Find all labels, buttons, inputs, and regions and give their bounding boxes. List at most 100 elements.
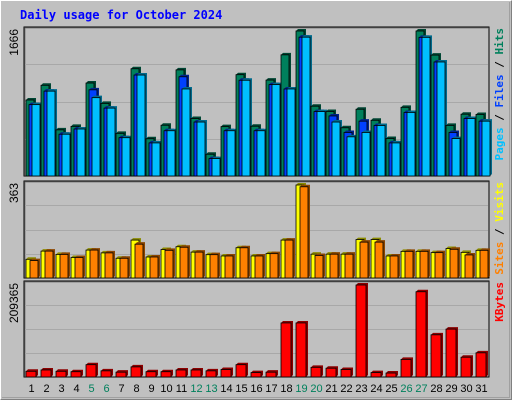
bar-kbytes-day-28-face: [430, 334, 442, 378]
panel-hits-side-label: Pages / Files / Hits: [493, 28, 506, 161]
x-tick-label-day-9: 9: [148, 383, 154, 395]
bar-pages-day-14: [226, 128, 237, 177]
bar-pages-day-7-face: [121, 137, 131, 177]
bar-pages-day-1-face: [31, 104, 41, 177]
panel-hits-bars: [25, 29, 492, 177]
x-tick-label-day-24: 24: [370, 383, 382, 395]
bar-kbytes-day-9: [145, 369, 158, 378]
bar-sites-day-26-face: [404, 250, 414, 279]
bar-pages-day-5: [91, 95, 102, 177]
panel-kbytes-side-label-0: KBytes: [493, 282, 506, 322]
x-tick-label-day-10: 10: [160, 383, 172, 395]
bar-sites-day-8: [134, 242, 145, 279]
bar-pages-day-15: [241, 78, 252, 177]
bar-kbytes-day-31-face: [475, 352, 487, 378]
bar-pages-day-22-face: [346, 136, 356, 177]
bar-kbytes-day-31: [475, 350, 488, 378]
bar-sites-day-18-face: [284, 239, 294, 279]
panel-visits-side-label-2: Visits: [493, 182, 506, 222]
bar-sites-day-27-face: [419, 250, 429, 279]
x-tick-label-day-22: 22: [340, 383, 352, 395]
bar-kbytes-day-8: [130, 364, 143, 378]
chart-title: Daily usage for October 2024: [20, 8, 222, 22]
bar-sites-day-24: [374, 240, 385, 279]
bar-pages-day-31-face: [481, 120, 491, 177]
bar-kbytes-day-31-depth: [476, 350, 488, 377]
bar-kbytes-day-18: [280, 320, 293, 378]
bar-kbytes-day-10: [160, 369, 173, 378]
bar-kbytes-day-5-depth: [86, 362, 98, 377]
bar-sites-day-3-face: [59, 254, 69, 279]
bar-kbytes-day-4-face: [70, 371, 82, 378]
bar-sites-day-29: [449, 247, 460, 279]
bar-sites-day-13: [209, 252, 220, 279]
bar-sites-day-15: [239, 245, 250, 279]
x-tick-label-day-2: 2: [43, 383, 49, 395]
bar-pages-day-9: [151, 140, 162, 177]
bar-sites-day-20-face: [314, 255, 324, 279]
bar-pages-day-5-face: [91, 97, 101, 177]
bar-sites-day-22: [344, 252, 355, 279]
x-tick-label-day-27: 27: [415, 383, 427, 395]
bar-kbytes-day-30-face: [460, 356, 472, 378]
x-tick-label-day-6: 6: [103, 383, 109, 395]
bar-kbytes-day-5-face: [85, 364, 97, 378]
bar-sites-day-23: [359, 240, 370, 279]
panel-visits-side-label-1: /: [493, 222, 506, 242]
bar-pages-day-27-face: [421, 36, 431, 177]
bar-kbytes-day-30-depth: [461, 355, 473, 377]
bar-sites-day-5: [89, 248, 100, 279]
bar-sites-day-19: [299, 184, 310, 279]
x-tick-label-day-20: 20: [310, 383, 322, 395]
bar-sites-day-27: [419, 249, 430, 279]
bar-sites-day-5-face: [89, 249, 99, 279]
panel-visits-bars: [25, 183, 490, 279]
x-tick-label-day-29: 29: [445, 383, 457, 395]
bar-pages-day-22: [346, 134, 357, 177]
bar-sites-day-13-face: [209, 254, 219, 279]
bar-pages-day-21-face: [331, 121, 341, 177]
panel-hits-side-label-2: Files: [493, 74, 506, 107]
bar-kbytes-day-25: [385, 371, 398, 378]
bar-kbytes-day-23-face: [355, 284, 367, 378]
bar-pages-day-3: [61, 132, 72, 177]
bar-pages-day-16: [256, 128, 267, 177]
panel-hits-side-label-3: /: [493, 55, 506, 75]
bar-pages-day-18: [286, 86, 297, 177]
bar-sites-day-23-face: [359, 241, 369, 279]
x-tick-label-day-28: 28: [430, 383, 442, 395]
bar-pages-day-1: [31, 102, 42, 177]
bar-pages-day-13: [211, 156, 222, 177]
bar-sites-day-7: [119, 256, 130, 279]
bar-pages-day-19: [301, 35, 312, 177]
x-tick-label-day-11: 11: [176, 383, 187, 395]
bar-kbytes-day-16-depth: [251, 370, 263, 377]
x-tick-label-day-19: 19: [295, 383, 307, 395]
bar-sites-day-17-face: [269, 253, 279, 279]
bar-sites-day-31-face: [479, 249, 489, 279]
bar-kbytes-day-1: [25, 369, 38, 378]
bar-pages-day-21: [331, 120, 342, 177]
x-tick-label-day-18: 18: [280, 383, 292, 395]
bar-sites-day-29-face: [449, 248, 459, 279]
bar-kbytes-day-1-face: [25, 370, 37, 378]
bar-sites-day-30: [464, 252, 475, 279]
bar-kbytes-day-6: [100, 368, 113, 378]
bar-sites-day-24-face: [374, 241, 384, 279]
bar-kbytes-day-29: [445, 327, 458, 378]
x-tick-label-day-15: 15: [235, 383, 247, 395]
x-tick-label-day-14: 14: [220, 383, 232, 395]
bar-sites-day-11-face: [179, 246, 189, 279]
bar-kbytes-day-27-depth: [416, 289, 428, 377]
bar-kbytes-day-9-face: [145, 371, 157, 378]
bar-sites-day-6: [104, 250, 115, 279]
bar-kbytes-day-24-depth: [371, 370, 383, 377]
bar-pages-day-15-face: [241, 79, 251, 177]
bar-kbytes-day-12: [190, 367, 203, 378]
bar-sites-day-9: [149, 254, 160, 279]
bar-sites-day-14: [224, 253, 235, 279]
bar-pages-day-13-face: [211, 158, 221, 177]
bar-kbytes-day-19-depth: [296, 320, 308, 377]
bar-sites-day-10-face: [164, 249, 174, 279]
